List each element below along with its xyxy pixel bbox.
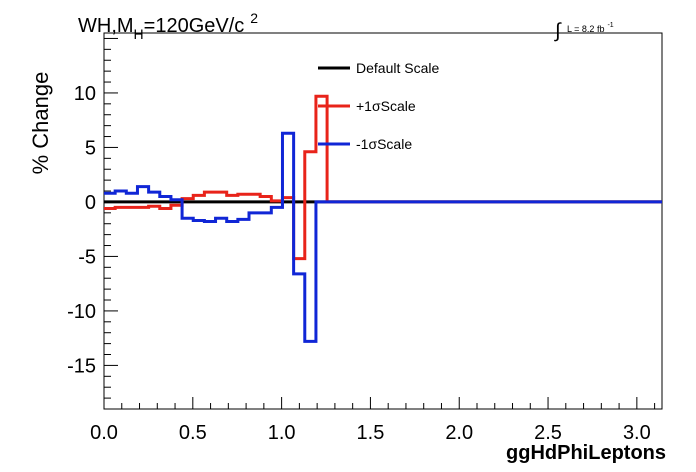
title-subscript: H [134,26,144,42]
legend-label: -1σScale [356,136,412,152]
x-tick-label: 1.5 [357,422,385,444]
plot-frame [103,32,663,410]
y-tick-label: -5 [78,246,96,268]
lumi-label: ∫ L = 8.2 fb -1 [554,20,614,42]
y-tick-label: -10 [67,301,96,323]
title-rest: =120GeV/c [144,15,245,37]
y-axis: -15 -10 -5 0 5 10 [67,37,118,410]
chart-title: WH,MH=120GeV/c 2 [78,10,258,42]
title-main: WH,M [78,15,134,37]
y-tick-label: 5 [85,137,96,159]
lumi-superscript: -1 [607,22,613,29]
legend-label: Default Scale [356,60,439,76]
x-tick-label: 2.5 [534,422,562,444]
x-tick-label: 2.0 [445,422,473,444]
series-layer [104,94,662,343]
x-axis: 0.0 0.5 1.0 1.5 2.0 2.5 3.0 [90,397,656,444]
y-tick-label: 10 [74,83,96,105]
x-tick-label: 0.5 [179,422,207,444]
x-tick-label: 0.0 [90,422,118,444]
y-tick-label: -15 [67,355,96,377]
title-superscript: 2 [250,10,258,26]
legend: Default Scale +1σScale -1σScale [318,60,439,152]
lumi-text: L = 8.2 fb -1 [567,22,614,34]
y-tick-label: 0 [85,192,96,214]
series-line [104,131,662,343]
x-tick-label: 1.0 [268,422,296,444]
x-axis-title: ggHdPhiLeptons [506,442,666,464]
x-tick-label: 3.0 [623,422,651,444]
legend-label: +1σScale [356,98,416,114]
series-line [104,94,662,261]
integral-sign: ∫ [554,20,562,42]
y-axis-title: % Change [28,72,53,175]
